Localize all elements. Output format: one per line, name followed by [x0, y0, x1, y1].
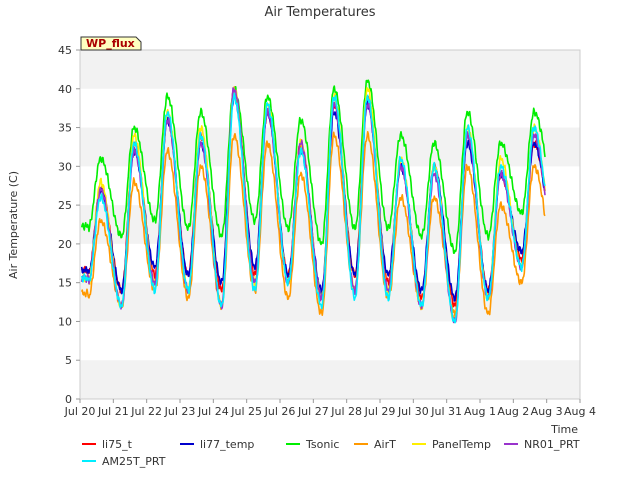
y-tick-label: 10	[58, 315, 72, 328]
x-tick-label: Jul 29	[364, 405, 396, 418]
grid-band	[80, 282, 580, 322]
y-tick-label: 20	[58, 238, 72, 251]
series-lines	[80, 79, 546, 324]
x-tick-label: Jul 23	[164, 405, 196, 418]
grid-bands	[80, 50, 580, 399]
x-tick-label: Jul 31	[430, 405, 462, 418]
y-tick-label: 45	[58, 44, 72, 57]
legend-label: NR01_PRT	[524, 438, 580, 451]
legend-label: li75_t	[102, 438, 133, 451]
x-tick-label: Jul 28	[330, 405, 362, 418]
series-line-am25t_prt	[80, 92, 546, 324]
y-axis: 0 5 10 15 20 25 30 35 40 45	[58, 44, 80, 406]
y-tick-label: 15	[58, 277, 72, 290]
station-badge: WP_flux	[80, 36, 142, 51]
grid-band	[80, 50, 580, 89]
y-tick-label: 30	[58, 160, 72, 173]
y-tick-label: 25	[58, 199, 72, 212]
legend-label: AirT	[374, 438, 396, 451]
x-tick-label: Jul 22	[130, 405, 162, 418]
x-tick-label: Aug 4	[564, 405, 596, 418]
y-tick-label: 5	[65, 354, 72, 367]
x-tick-label: Aug 1	[464, 405, 496, 418]
chart-title: Air Temperatures	[264, 5, 375, 20]
x-tick-label: Jul 21	[97, 405, 129, 418]
series-line-tsonic	[80, 79, 546, 254]
legend-label: Tsonic	[305, 438, 339, 451]
plot-frame	[79, 49, 581, 400]
x-tick-label: Jul 20	[64, 405, 96, 418]
x-tick-label: Jul 30	[397, 405, 429, 418]
y-axis-label: Air Temperature (C)	[7, 171, 20, 279]
x-tick-label: Aug 3	[531, 405, 563, 418]
y-tick-label: 0	[65, 393, 72, 406]
y-tick-label: 40	[58, 83, 72, 96]
x-tick-label: Jul 24	[197, 405, 229, 418]
y-tick-label: 35	[58, 122, 72, 135]
x-tick-label: Aug 2	[497, 405, 529, 418]
grid-band	[80, 360, 580, 399]
x-axis-label: Time	[550, 423, 578, 436]
legend: li75_t li77_temp Tsonic AirT PanelTemp NR01_P…	[82, 438, 580, 468]
legend-label: li77_temp	[200, 438, 254, 451]
station-badge-label: WP_flux	[86, 37, 135, 50]
x-tick-label: Jul 27	[297, 405, 329, 418]
x-axis: Jul 20 Jul 21 Jul 22 Jul 23 Jul 24 Jul 25 Jul …	[64, 399, 596, 418]
x-tick-label: Jul 25	[230, 405, 262, 418]
x-tick-label: Jul 26	[264, 405, 296, 418]
legend-label: PanelTemp	[432, 438, 491, 451]
legend-label: AM25T_PRT	[102, 455, 166, 468]
